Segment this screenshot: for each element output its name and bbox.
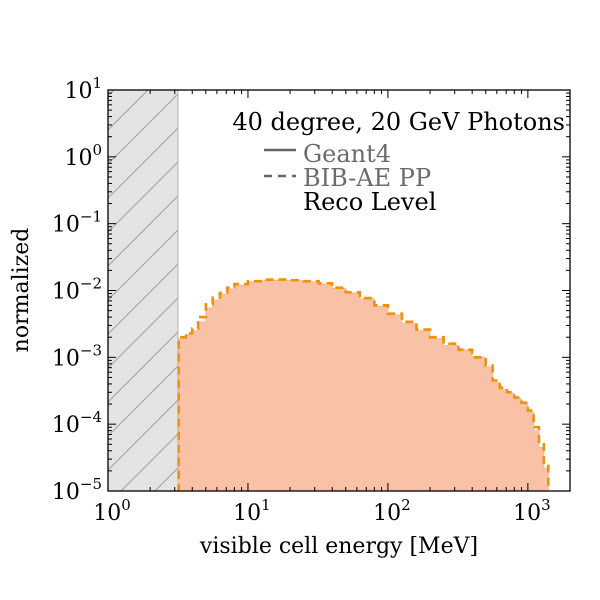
plot-frame xyxy=(107,89,571,492)
y-tick-label: 10−5 xyxy=(52,475,102,505)
x-tick-label: 100 xyxy=(93,496,131,526)
y-tick-label: 10−2 xyxy=(52,275,102,305)
y-tick-label: 101 xyxy=(64,74,102,104)
x-tick-label: 103 xyxy=(513,496,551,526)
x-tick-label: 102 xyxy=(373,496,411,526)
x-axis-title: visible cell energy [MeV] xyxy=(199,534,478,559)
series-layer xyxy=(177,278,550,491)
y-tick-label: 10−3 xyxy=(52,341,102,371)
legend-bibae-label: BIB-AE PP xyxy=(303,164,431,192)
series-bibae-line xyxy=(177,278,550,491)
excluded-region xyxy=(108,90,179,491)
y-axis-title: normalized xyxy=(9,228,34,353)
y-tick-label: 10−4 xyxy=(52,408,102,438)
annotation-title: 40 degree, 20 GeV Photons xyxy=(232,108,565,136)
excluded-region-hatch xyxy=(108,90,178,491)
y-tick-label: 10−1 xyxy=(52,208,102,238)
annotation-level: Reco Level xyxy=(303,188,436,216)
x-tick-labels: 100 101 102 103 xyxy=(93,496,550,526)
legend-geant4-label: Geant4 xyxy=(303,140,391,168)
y-tick-label: 100 xyxy=(64,141,102,171)
y-tick-labels: 101 100 10−1 10−2 10−3 10−4 10−5 xyxy=(52,74,102,505)
legend: 40 degree, 20 GeV Photons Geant4 BIB-AE … xyxy=(232,108,565,216)
x-tick-label: 101 xyxy=(233,496,271,526)
